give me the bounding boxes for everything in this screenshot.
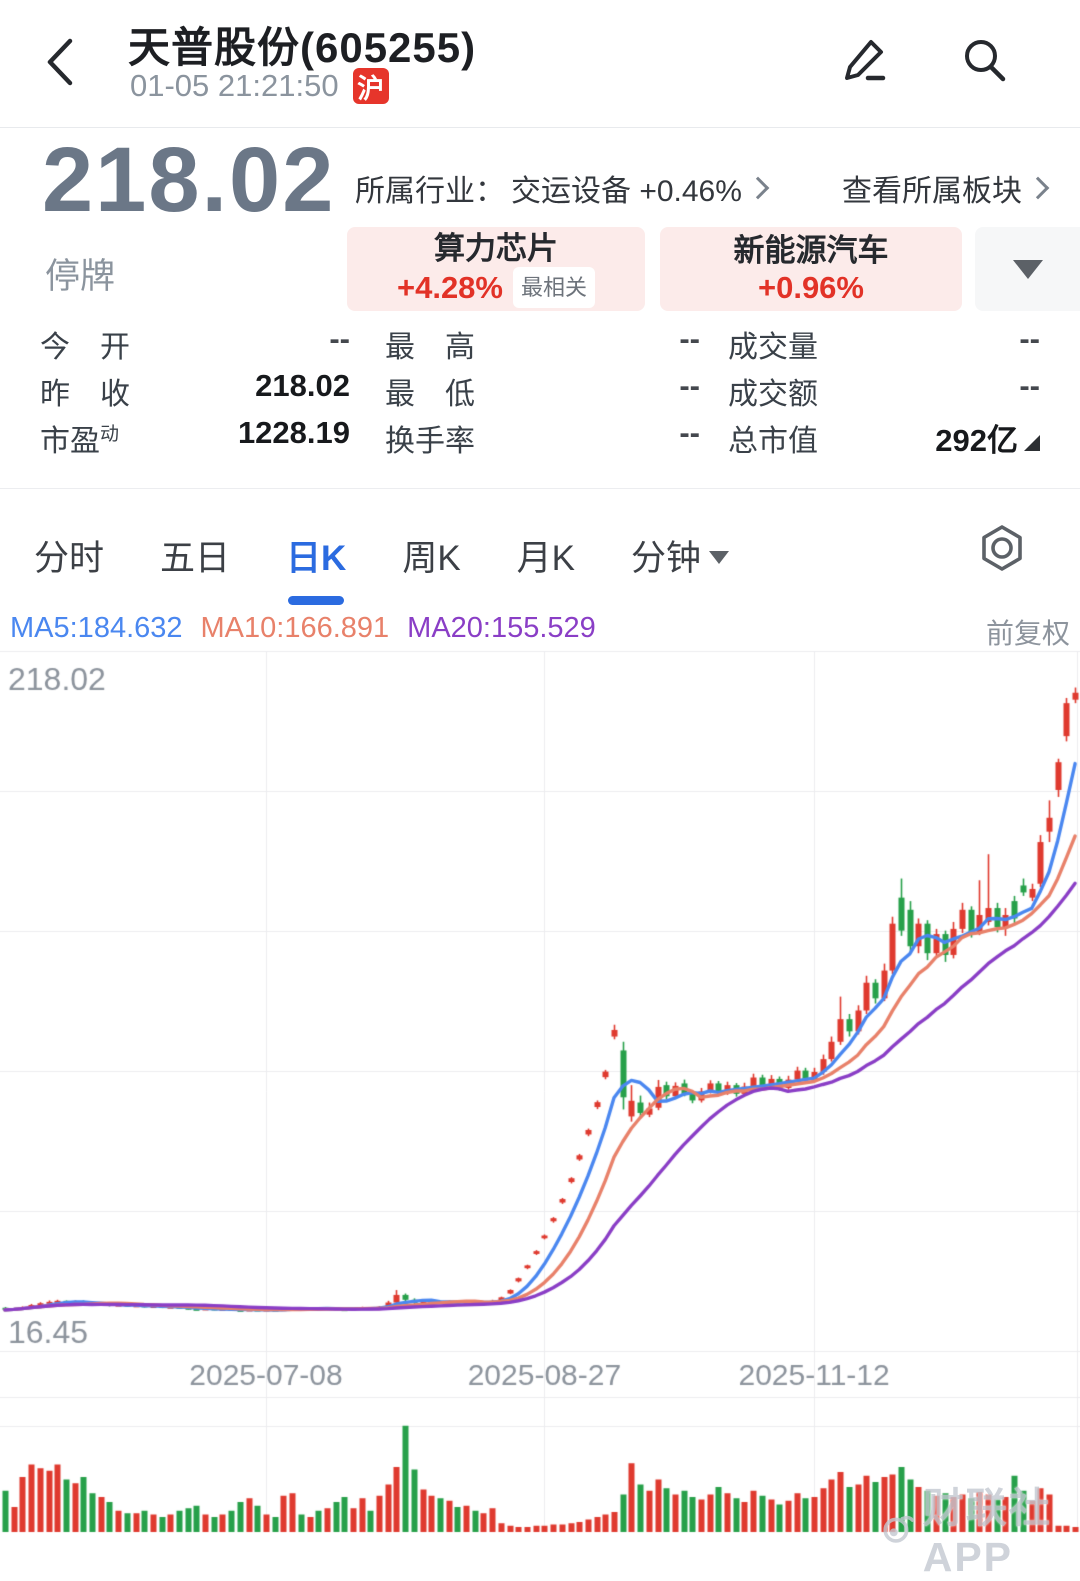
- view-board-link[interactable]: 查看所属板块: [842, 166, 1050, 210]
- chevron-right-icon: [746, 176, 770, 200]
- divider: [0, 488, 1080, 489]
- tag-name: 算力芯片: [434, 231, 558, 266]
- quote-timestamp: 01-05 21:21:50: [130, 68, 339, 103]
- stat-label: 今 开: [40, 331, 130, 364]
- industry-prefix: 所属行业：: [355, 175, 505, 208]
- stat-label: 换手率: [385, 425, 475, 458]
- ma10-label: MA10:166.891: [200, 612, 390, 644]
- tag-change: +0.96%: [757, 270, 864, 305]
- chevron-right-icon: [1026, 176, 1050, 200]
- stat-value: --: [329, 321, 350, 356]
- ma5-label: MA5:184.632: [10, 612, 183, 644]
- stat-label: 最 高: [385, 331, 475, 364]
- ma-legend: MA5:184.632 MA10:166.891 MA20:155.529 前复…: [10, 612, 1070, 649]
- expand-corner-icon[interactable]: [1024, 435, 1040, 451]
- tab-weekly-k[interactable]: 周K: [402, 538, 461, 578]
- most-related-badge: 最相关: [513, 267, 596, 308]
- tab-daily-k[interactable]: 日K: [276, 512, 356, 599]
- tag-name: 新能源汽车: [733, 233, 889, 268]
- tab-five-day[interactable]: 五日: [160, 538, 231, 578]
- tab-minutes-dropdown[interactable]: 分钟: [621, 512, 739, 599]
- stat-value: --: [1019, 368, 1040, 403]
- stat-label: 最 低: [385, 378, 475, 411]
- ma20-label: MA20:155.529: [407, 612, 596, 644]
- stat-label: 昨 收: [40, 378, 130, 411]
- tags-expand-button[interactable]: [975, 227, 1080, 311]
- adjust-mode-label: 前复权: [985, 618, 1070, 649]
- tab-monthly-k[interactable]: 月K: [516, 538, 576, 578]
- tab-minute-line[interactable]: 分时: [34, 538, 105, 578]
- edit-icon[interactable]: [838, 34, 890, 86]
- exchange-badge: 沪: [352, 68, 389, 104]
- industry-link[interactable]: 所属行业： 交运设备 +0.46%: [355, 166, 770, 210]
- stat-value: 1228.19: [237, 415, 350, 450]
- app-header: 天普股份(605255) 01-05 21:21:50 沪: [0, 0, 1080, 128]
- stat-value: --: [679, 415, 700, 450]
- concept-tag-chip[interactable]: 新能源汽车 +0.96%: [660, 227, 962, 311]
- stat-value: 292亿: [850, 415, 1040, 460]
- current-price: 218.02: [42, 129, 336, 231]
- stat-value: 218.02: [255, 368, 350, 403]
- dynamic-pe-superscript: 动: [100, 424, 120, 445]
- tag-change: +4.28%: [396, 270, 503, 305]
- back-icon[interactable]: [42, 36, 76, 88]
- page-title: 天普股份(605255): [128, 24, 477, 71]
- stat-label: 成交额: [728, 378, 818, 411]
- stat-label: 市盈动: [40, 424, 120, 458]
- candlestick-chart[interactable]: [0, 648, 1080, 1535]
- stat-label: 总市值: [728, 425, 818, 458]
- stat-value: --: [679, 368, 700, 403]
- stat-value: --: [1019, 321, 1040, 356]
- concept-tag-chip[interactable]: 算力芯片 +4.28% 最相关: [347, 227, 645, 311]
- chart-period-tabs: 分时 五日 日K 周K 月K 分钟: [0, 500, 1080, 610]
- industry-value: 交运设备 +0.46%: [511, 175, 742, 208]
- caret-down-icon: [709, 550, 730, 564]
- caret-down-icon: [1012, 259, 1043, 279]
- stat-value: --: [679, 321, 700, 356]
- chart-settings-icon[interactable]: [974, 520, 1030, 576]
- stat-label: 成交量: [728, 331, 818, 364]
- search-icon[interactable]: [958, 34, 1010, 86]
- trading-status: 停牌: [45, 257, 116, 296]
